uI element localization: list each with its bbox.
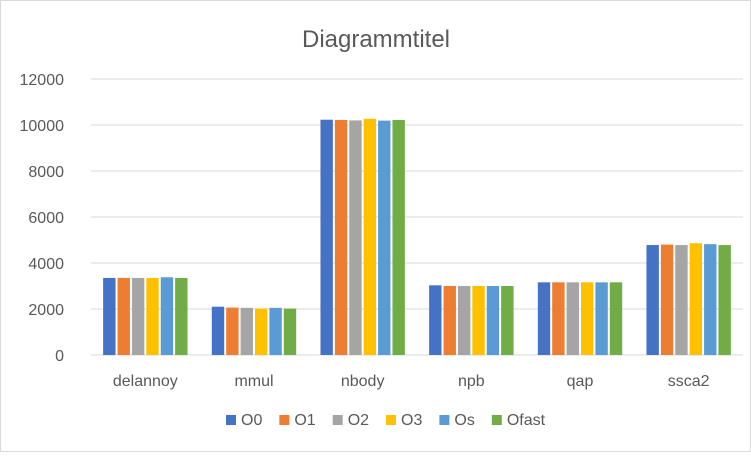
legend-swatch-o2	[332, 415, 343, 425]
legend-label-ofast: Ofast	[507, 412, 546, 429]
bar-o3-mmul	[255, 308, 268, 355]
legend-swatch-o1	[279, 415, 290, 425]
legend-label-os: Os	[454, 412, 474, 429]
bars	[103, 118, 731, 356]
x-tick-label: delannoy	[113, 373, 178, 390]
bar-ofast-mmul	[283, 308, 297, 355]
y-axis-ticks: 0 2000 4000 6000 8000 10000 12000	[20, 72, 65, 365]
bar-o2-delannoy	[131, 277, 145, 355]
bar-o0-qap	[537, 282, 551, 355]
gridlines	[91, 78, 743, 356]
x-tick-label: mmul	[234, 373, 273, 390]
bar-o1-qap	[552, 282, 565, 355]
bar-ofast-nbody	[392, 119, 405, 355]
bar-o3-nbody	[363, 118, 377, 355]
legend-swatch-os	[439, 415, 450, 425]
legend-label-o0: O0	[241, 412, 262, 429]
legend-swatch-ofast	[491, 415, 502, 425]
bar-ofast-npb	[501, 286, 514, 355]
legend-label-o1: O1	[294, 412, 315, 429]
bar-o2-nbody	[349, 120, 362, 356]
bar-os-mmul	[269, 307, 282, 355]
bar-o1-npb	[443, 286, 456, 355]
legend-swatch-o0	[226, 415, 236, 425]
legend-label-o2: O2	[348, 412, 369, 429]
bar-o1-mmul	[226, 307, 239, 355]
chart-title: Diagrammtitel	[302, 26, 450, 53]
x-tick-label: nbody	[341, 373, 385, 390]
bar-o1-delannoy	[117, 277, 130, 355]
bar-o0-delannoy	[103, 277, 116, 355]
bar-o2-ssca2	[675, 245, 688, 355]
bar-os-nbody	[378, 120, 391, 355]
bar-ofast-qap	[609, 282, 623, 355]
bar-o3-delannoy	[146, 277, 159, 355]
y-tick-label: 8000	[28, 164, 64, 181]
bar-o0-mmul	[211, 306, 225, 355]
x-axis-ticks: delannoy mmul nbody npb qap ssca2	[113, 373, 710, 390]
y-tick-label: 4000	[28, 256, 64, 273]
bar-os-ssca2	[704, 244, 717, 355]
bar-os-npb	[486, 286, 500, 355]
legend-label-o3: O3	[401, 412, 422, 429]
bar-ofast-ssca2	[718, 245, 731, 355]
bar-o0-ssca2	[646, 245, 659, 355]
legend: O0 O1 O2 O3 Os Ofast	[226, 412, 546, 429]
bar-o2-npb	[457, 286, 471, 355]
bar-o1-ssca2	[660, 244, 674, 355]
x-tick-label: npb	[458, 373, 485, 390]
bar-os-delannoy	[160, 277, 174, 355]
x-tick-label: qap	[567, 373, 594, 390]
bar-o1-nbody	[334, 119, 348, 355]
x-tick-label: ssca2	[668, 373, 710, 390]
y-tick-label: 10000	[20, 118, 65, 135]
y-tick-label: 12000	[20, 72, 65, 89]
legend-swatch-o3	[386, 415, 397, 425]
y-tick-label: 6000	[28, 210, 64, 227]
bar-o3-qap	[581, 282, 594, 355]
y-tick-label: 2000	[28, 302, 64, 319]
bar-o0-npb	[429, 285, 442, 355]
bar-o3-ssca2	[689, 243, 703, 355]
bar-ofast-delannoy	[175, 277, 188, 355]
bar-o0-nbody	[320, 119, 333, 356]
bar-o2-mmul	[240, 307, 253, 355]
bar-o3-npb	[472, 286, 485, 355]
bar-os-qap	[595, 282, 608, 355]
bar-o2-qap	[566, 282, 579, 355]
y-tick-label: 0	[55, 348, 64, 365]
